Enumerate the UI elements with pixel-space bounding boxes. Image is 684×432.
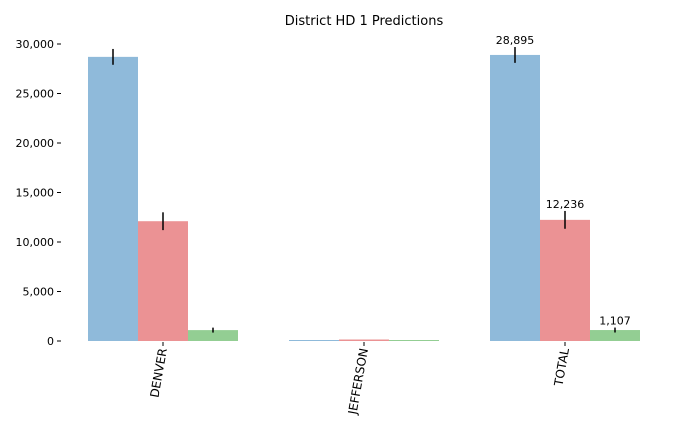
bar-denver-2: [188, 330, 238, 341]
bar-jefferson-0: [289, 340, 339, 341]
chart-title: District HD 1 Predictions: [285, 14, 444, 29]
y-tick-label: 0: [47, 335, 54, 348]
y-tick-label: 15,000: [16, 187, 55, 200]
bar-jefferson-1: [339, 339, 389, 341]
y-tick-label: 10,000: [16, 236, 55, 249]
data-labels: 28,895 12,236 1,107: [496, 34, 631, 328]
y-tick-label: 25,000: [16, 88, 55, 101]
x-tick-label-total: TOTAL: [551, 347, 572, 388]
x-tick-label-jefferson: JEFFERSON: [345, 347, 371, 416]
y-tick-label: 5,000: [23, 286, 55, 299]
x-axis: DENVER JEFFERSON TOTAL: [147, 342, 572, 416]
bar-jefferson-2: [389, 340, 439, 341]
x-tick-label-denver: DENVER: [147, 347, 169, 399]
bar-total-2: [590, 330, 640, 341]
bar-total-0: [490, 54, 540, 341]
bar-denver-1: [138, 221, 188, 341]
data-label: 28,895: [496, 34, 535, 47]
bar-denver-0: [88, 56, 138, 342]
y-axis: 0 5,000 10,000 15,000 20,000 25,000 30,000: [16, 38, 61, 348]
data-label: 12,236: [546, 198, 585, 211]
y-tick-label: 20,000: [16, 137, 55, 150]
y-tick-label: 30,000: [16, 38, 55, 51]
bars: [88, 47, 640, 342]
bar-total-1: [540, 219, 590, 341]
data-label: 1,107: [599, 315, 631, 328]
